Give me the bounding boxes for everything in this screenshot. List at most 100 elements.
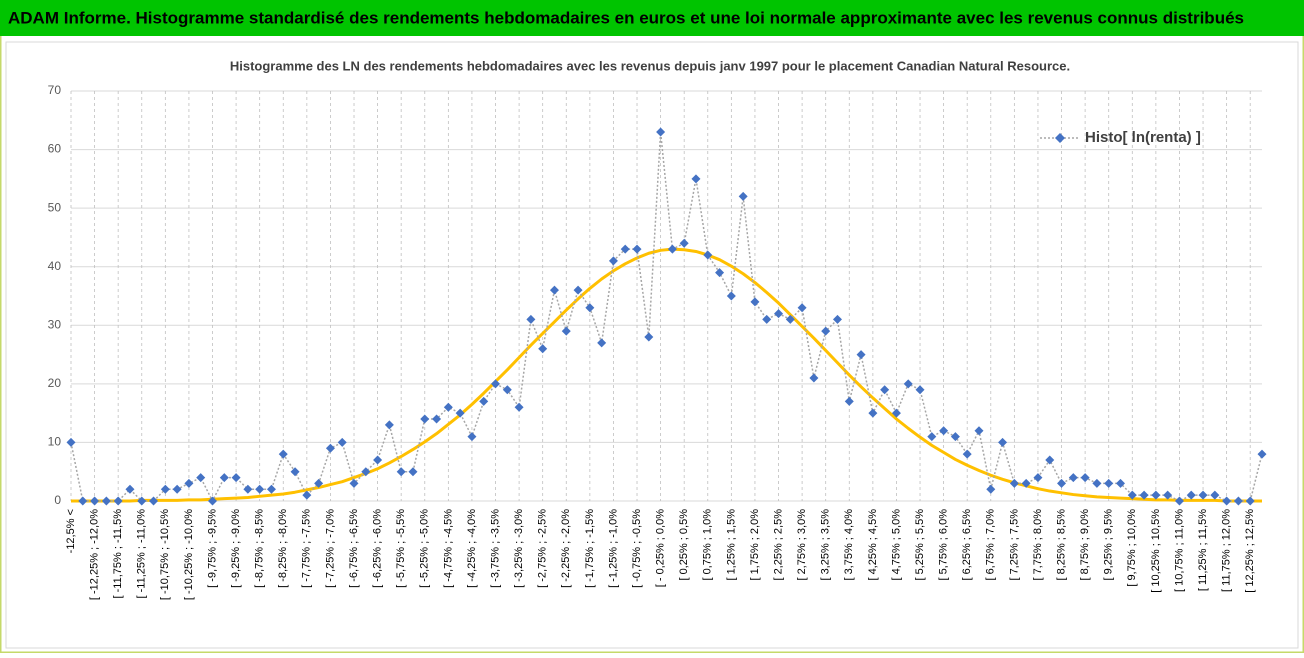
data-point <box>1104 478 1114 488</box>
data-point <box>361 467 371 477</box>
data-point <box>573 285 583 295</box>
data-point <box>703 250 713 260</box>
data-point <box>585 303 595 313</box>
data-point <box>160 484 170 494</box>
data-point <box>208 496 218 506</box>
data-point <box>278 449 288 459</box>
data-point <box>962 449 972 459</box>
x-tick-label: [ 2,75% ; 3,0% <box>796 509 808 581</box>
x-tick-label: [ 8,75% ; 9,0% <box>1079 509 1091 581</box>
x-tick-label: [ 11,75% ; 12,0% <box>1221 509 1233 592</box>
data-point <box>1257 449 1267 459</box>
data-point <box>491 379 501 389</box>
y-tick-label: 20 <box>48 376 62 390</box>
data-point <box>384 420 394 430</box>
data-point <box>1080 473 1090 483</box>
data-point <box>137 496 147 506</box>
x-tick-label: [ -10,25% ; -10,0% <box>183 509 195 600</box>
data-point <box>502 385 512 395</box>
data-point <box>715 268 725 278</box>
data-point <box>184 478 194 488</box>
x-tick-label: [ 6,75% ; 7,0% <box>985 509 997 581</box>
page-title: ADAM Informe. Histogramme standardisé de… <box>8 8 1244 27</box>
x-tick-label: [ -12,25% ; -12,0% <box>88 509 100 600</box>
data-point <box>325 443 335 453</box>
x-tick-label: [ 9,75% ; 10,0% <box>1126 509 1138 587</box>
x-tick-label: [ -5,25% ; -5,0% <box>419 509 431 588</box>
data-point <box>868 408 878 418</box>
data-point <box>950 432 960 442</box>
data-point <box>620 244 630 254</box>
data-point <box>679 238 689 248</box>
x-tick-label: [ 4,25% ; 4,5% <box>867 509 879 581</box>
data-point <box>561 326 571 336</box>
data-point <box>1210 490 1220 500</box>
title-bar <box>0 0 1304 36</box>
data-point <box>915 385 925 395</box>
x-tick-label: [ -1,75% ; -1,5% <box>584 509 596 588</box>
data-point <box>549 285 559 295</box>
data-point <box>455 408 465 418</box>
data-point <box>1233 496 1243 506</box>
x-tick-label: [ -6,25% ; -6,0% <box>372 509 384 588</box>
data-point <box>526 314 536 324</box>
data-point <box>78 496 88 506</box>
data-point <box>1057 478 1067 488</box>
x-tick-label: [ -8,75% ; -8,5% <box>254 509 266 588</box>
data-point <box>113 496 123 506</box>
data-point <box>255 484 265 494</box>
data-point <box>1222 496 1232 506</box>
data-point <box>1163 490 1173 500</box>
x-tick-label: [ 4,75% ; 5,0% <box>890 509 902 581</box>
data-point <box>196 473 206 483</box>
data-point <box>408 467 418 477</box>
x-tick-label: [ -10,75% ; -10,5% <box>159 509 171 600</box>
y-tick-label: 10 <box>48 435 62 449</box>
data-point <box>396 467 406 477</box>
data-point <box>667 244 677 254</box>
data-point <box>90 496 100 506</box>
data-point <box>974 426 984 436</box>
x-tick-label: [ 6,25% ; 6,5% <box>961 509 973 581</box>
data-point <box>632 244 642 254</box>
data-point <box>939 426 949 436</box>
x-tick-label: [ 2,25% ; 2,5% <box>772 509 784 581</box>
data-point <box>1151 490 1161 500</box>
chart-title: Histogramme des LN des rendements hebdom… <box>230 58 1070 73</box>
data-point <box>821 326 831 336</box>
y-tick-label: 40 <box>48 259 62 273</box>
data-point <box>986 484 996 494</box>
data-point <box>656 127 666 137</box>
data-point <box>1115 478 1125 488</box>
x-tick-label: [ 0,75% ; 1,0% <box>702 509 714 581</box>
data-point <box>726 291 736 301</box>
x-tick-label: [ 10,75% ; 11,0% <box>1173 509 1185 592</box>
data-point <box>1045 455 1055 465</box>
series-line <box>71 247 1262 503</box>
data-point <box>832 314 842 324</box>
data-point <box>856 350 866 360</box>
data-point <box>1021 478 1031 488</box>
data-point <box>1033 473 1043 483</box>
x-tick-label: [ -5,75% ; -5,5% <box>395 509 407 588</box>
data-point <box>432 414 442 424</box>
data-point <box>443 402 453 412</box>
x-tick-label: [ -4,75% ; -4,5% <box>442 509 454 588</box>
x-tick-label: [ 3,75% ; 4,0% <box>843 509 855 581</box>
data-point <box>349 478 359 488</box>
y-tick-label: 60 <box>48 142 62 156</box>
x-tick-label: [ - 0,25% ; 0,0% <box>655 509 667 587</box>
data-point <box>1127 490 1137 500</box>
data-point <box>1245 496 1255 506</box>
y-tick-label: 50 <box>48 200 62 214</box>
data-point <box>1174 496 1184 506</box>
data-point <box>266 484 276 494</box>
data-point <box>1139 490 1149 500</box>
data-point <box>514 402 524 412</box>
x-tick-label: [ -4,25% ; -4,0% <box>466 509 478 588</box>
data-point <box>538 344 548 354</box>
data-point <box>750 297 760 307</box>
x-tick-label: [ 7,75% ; 8,0% <box>1032 509 1044 581</box>
data-point <box>608 256 618 266</box>
